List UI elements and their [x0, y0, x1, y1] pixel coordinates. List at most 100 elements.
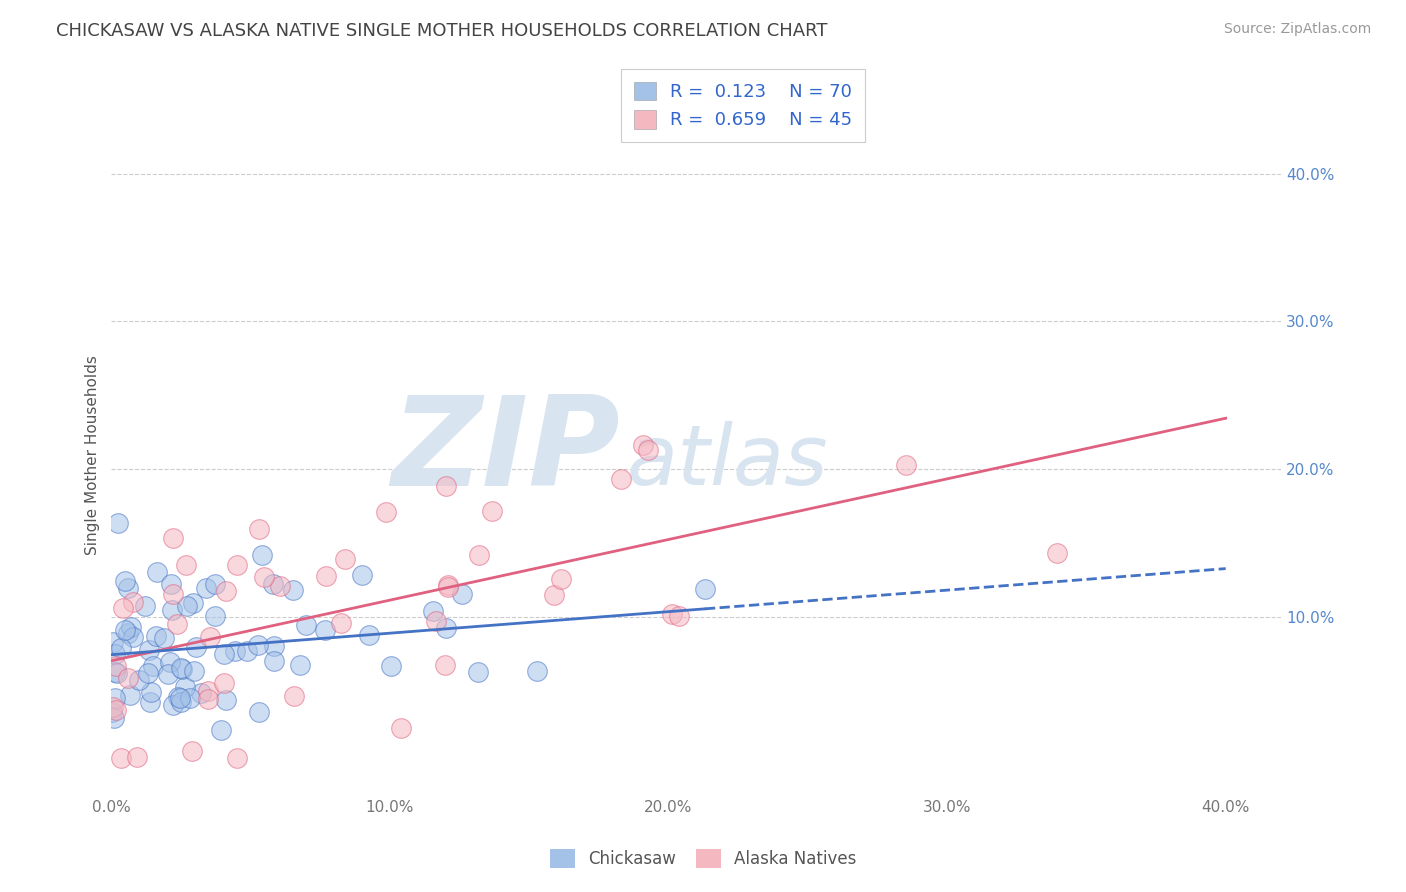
Point: [294, 618, 316, 632]
Point: [176, 599, 198, 613]
Point: [451, 587, 474, 601]
Point: [138, 695, 160, 709]
Point: [145, 629, 167, 643]
Point: [693, 582, 716, 596]
Point: [197, 691, 219, 706]
Point: [374, 505, 396, 519]
Point: [281, 582, 304, 597]
Point: [103, 711, 125, 725]
Point: [357, 628, 380, 642]
Point: [117, 581, 139, 595]
Point: [157, 667, 180, 681]
Point: [107, 516, 129, 531]
Point: [159, 656, 181, 670]
Point: [467, 665, 489, 679]
Point: [422, 604, 444, 618]
Point: [110, 750, 132, 764]
Point: [152, 631, 174, 645]
Point: [437, 577, 460, 591]
Point: [543, 588, 565, 602]
Point: [138, 643, 160, 657]
Point: [224, 644, 246, 658]
Point: [315, 568, 337, 582]
Legend: R =  0.123    N = 70, R =  0.659    N = 45: R = 0.123 N = 70, R = 0.659 N = 45: [621, 69, 865, 142]
Point: [204, 609, 226, 624]
Point: [661, 607, 683, 621]
Text: ZIP: ZIP: [392, 391, 620, 512]
Point: [122, 594, 145, 608]
Point: [263, 639, 285, 653]
Point: [389, 721, 412, 735]
Text: CHICKASAW VS ALASKA NATIVE SINGLE MOTHER HOUSEHOLDS CORRELATION CHART: CHICKASAW VS ALASKA NATIVE SINGLE MOTHER…: [56, 22, 828, 40]
Point: [103, 700, 125, 714]
Point: [200, 630, 222, 644]
Point: [212, 676, 235, 690]
Point: [166, 617, 188, 632]
Point: [162, 531, 184, 545]
Point: [110, 640, 132, 655]
Point: [631, 438, 654, 452]
Point: [197, 684, 219, 698]
Point: [141, 685, 163, 699]
Point: [610, 472, 633, 486]
Point: [247, 639, 270, 653]
Point: [209, 723, 232, 737]
Point: [468, 548, 491, 562]
Point: [247, 522, 270, 536]
Point: [262, 576, 284, 591]
Point: [526, 664, 548, 678]
Point: [128, 673, 150, 687]
Point: [114, 623, 136, 637]
Point: [162, 587, 184, 601]
Point: [235, 644, 257, 658]
Point: [146, 565, 169, 579]
Point: [225, 750, 247, 764]
Point: [122, 630, 145, 644]
Point: [195, 582, 218, 596]
Point: [160, 603, 183, 617]
Point: [352, 567, 374, 582]
Point: [105, 703, 128, 717]
Point: [120, 688, 142, 702]
Point: [117, 626, 139, 640]
Point: [117, 671, 139, 685]
Point: [253, 570, 276, 584]
Point: [434, 479, 457, 493]
Point: [103, 665, 125, 679]
Point: [283, 689, 305, 703]
Point: [162, 698, 184, 713]
Point: [174, 680, 197, 694]
Point: [335, 552, 357, 566]
Point: [247, 705, 270, 719]
Point: [380, 658, 402, 673]
Point: [179, 690, 201, 705]
Point: [263, 654, 285, 668]
Point: [134, 599, 156, 613]
Point: [169, 690, 191, 705]
Point: [637, 442, 659, 457]
Point: [114, 574, 136, 588]
Point: [269, 578, 291, 592]
Point: [437, 580, 460, 594]
Legend: Chickasaw, Alaska Natives: Chickasaw, Alaska Natives: [543, 843, 863, 875]
Point: [434, 621, 457, 635]
Point: [170, 695, 193, 709]
Point: [481, 504, 503, 518]
Point: [550, 572, 572, 586]
Point: [181, 744, 204, 758]
Point: [136, 666, 159, 681]
Point: [288, 658, 311, 673]
Point: [215, 693, 238, 707]
Point: [186, 640, 208, 654]
Point: [204, 577, 226, 591]
Point: [101, 635, 124, 649]
Point: [105, 665, 128, 680]
Point: [100, 705, 122, 719]
Point: [112, 601, 135, 615]
Point: [225, 558, 247, 572]
Point: [314, 623, 336, 637]
Point: [330, 615, 353, 630]
Point: [104, 648, 127, 662]
Point: [894, 458, 917, 473]
Point: [215, 583, 238, 598]
